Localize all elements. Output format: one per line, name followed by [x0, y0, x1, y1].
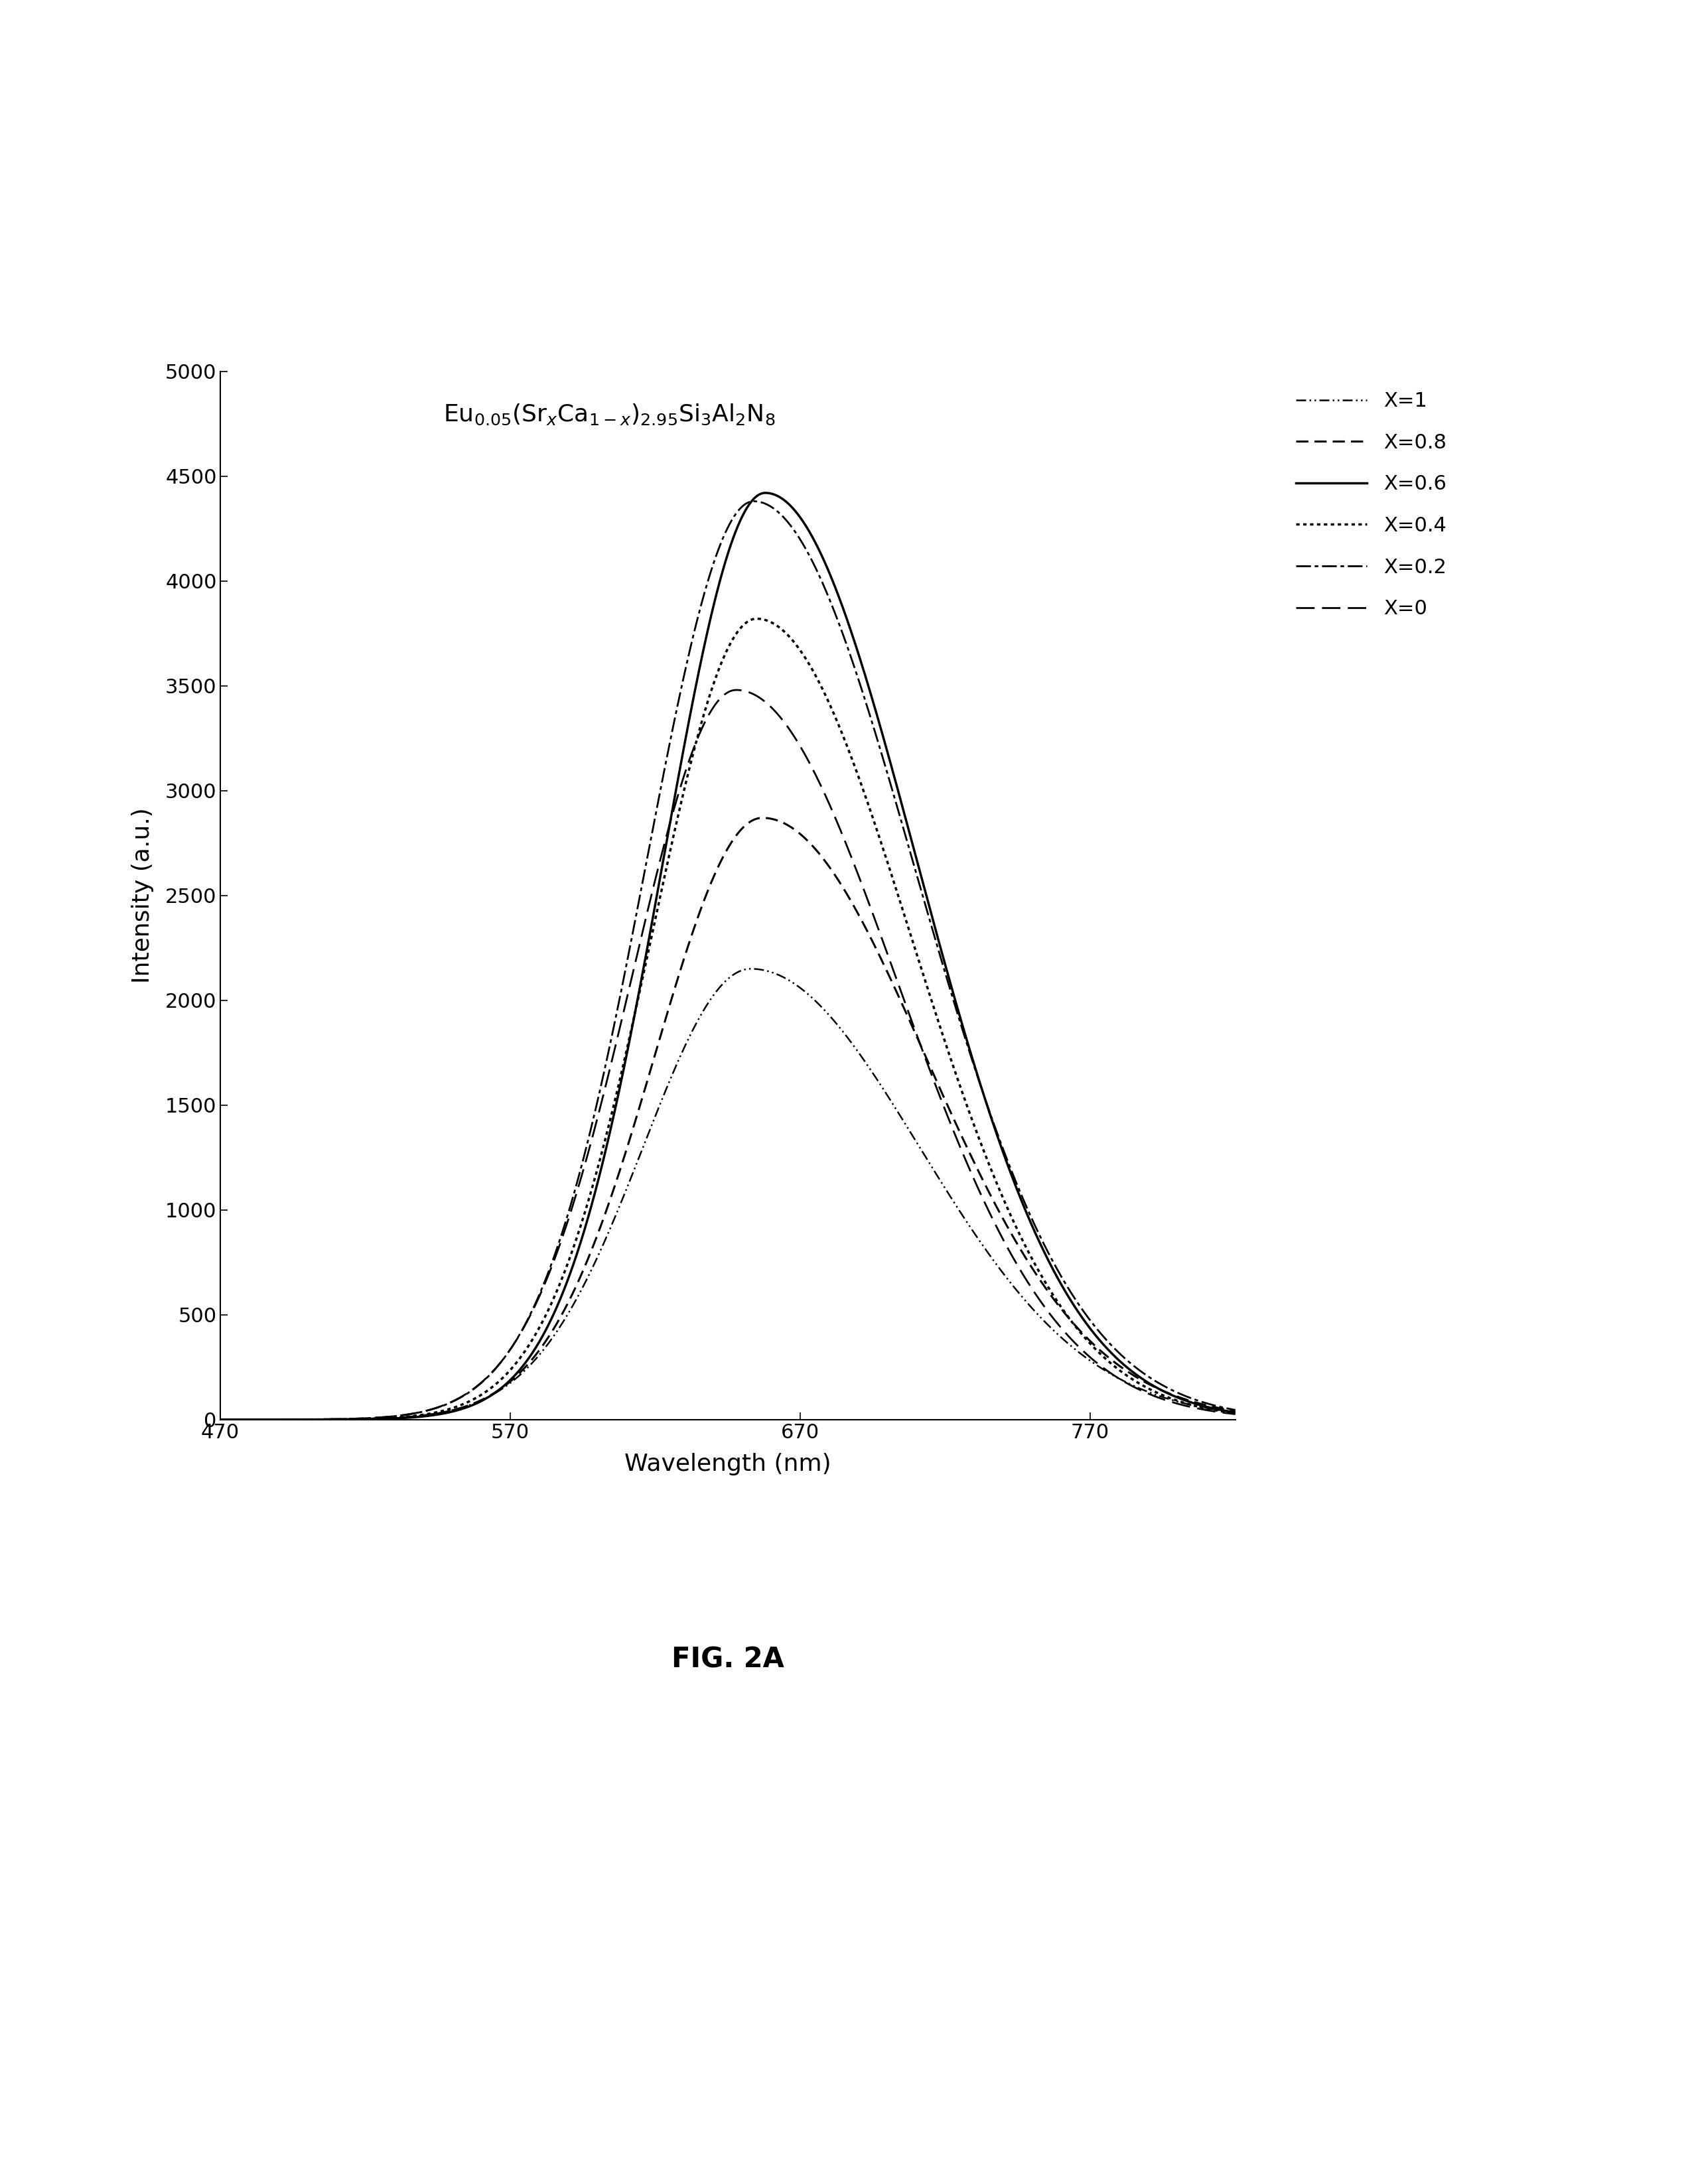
X=0.4 [210, 1406, 230, 1433]
Text: Eu$_{0.05}$(Sr$_{x}$Ca$_{1-x}$)$_{2.95}$Si$_{3}$Al$_{2}$N$_{8}$: Eu$_{0.05}$(Sr$_{x}$Ca$_{1-x}$)$_{2.95}$… [443, 402, 775, 426]
X=0.2 [611, 983, 631, 1009]
X=1 [655, 1077, 675, 1103]
X=0.4 [1233, 1402, 1254, 1428]
X=0.4 [611, 1064, 631, 1090]
X=1 [1122, 1372, 1142, 1398]
X=0.8 [655, 1005, 675, 1031]
X=0.8 [210, 1406, 230, 1433]
X=0.2 [210, 1406, 230, 1433]
X=0 [726, 677, 746, 703]
X=0.4 [391, 1404, 411, 1431]
X=0 [1254, 1404, 1274, 1431]
X=0 [210, 1406, 230, 1433]
X=0.8 [391, 1404, 411, 1431]
Text: FIG. 2A: FIG. 2A [672, 1647, 783, 1673]
X=0.2 [1122, 1352, 1142, 1378]
X=0.2 [1254, 1400, 1274, 1426]
X=1 [1233, 1400, 1254, 1426]
X=0 [328, 1406, 349, 1433]
X=0.6 [1233, 1400, 1254, 1426]
X=1 [1254, 1402, 1274, 1428]
X=0.2 [655, 751, 675, 778]
X=0.8 [1122, 1361, 1142, 1387]
X=0.6 [210, 1406, 230, 1433]
X=0.2 [1233, 1398, 1254, 1424]
X=0.8 [1254, 1402, 1274, 1428]
Line: X=0: X=0 [220, 690, 1264, 1420]
X=0 [655, 826, 675, 852]
X=0 [611, 1013, 631, 1040]
X=0.8 [1233, 1400, 1254, 1426]
X=1 [210, 1406, 230, 1433]
X=0.6 [755, 480, 775, 507]
X=1 [391, 1404, 411, 1431]
X=1 [328, 1406, 349, 1433]
X=0.8 [328, 1406, 349, 1433]
Line: X=1: X=1 [220, 970, 1264, 1420]
Line: X=0.2: X=0.2 [220, 502, 1264, 1420]
X=0.2 [743, 489, 763, 515]
X=0.4 [328, 1406, 349, 1433]
X=0.8 [753, 804, 773, 830]
Line: X=0.6: X=0.6 [220, 494, 1264, 1420]
X=0.6 [391, 1404, 411, 1431]
Line: X=0.4: X=0.4 [220, 618, 1264, 1420]
X-axis label: Wavelength (nm): Wavelength (nm) [624, 1452, 831, 1476]
X=0.6 [611, 1072, 631, 1099]
X=0.4 [1254, 1402, 1274, 1428]
X=0 [1233, 1402, 1254, 1428]
X=0.4 [1122, 1365, 1142, 1391]
X=0.4 [746, 605, 766, 631]
X=0 [1122, 1372, 1142, 1398]
X=0.6 [1254, 1402, 1274, 1428]
X=0.2 [391, 1402, 411, 1428]
Legend: X=1, X=0.8, X=0.6, X=0.4, X=0.2, X=0: X=1, X=0.8, X=0.6, X=0.4, X=0.2, X=0 [1286, 382, 1457, 629]
X=1 [741, 957, 761, 983]
X=0.6 [328, 1406, 349, 1433]
X=0.6 [1122, 1358, 1142, 1385]
X=0.8 [611, 1155, 631, 1182]
X=0.6 [655, 834, 675, 860]
X=0.2 [328, 1406, 349, 1433]
Line: X=0.8: X=0.8 [220, 817, 1264, 1420]
X=1 [611, 1190, 631, 1216]
Y-axis label: Intensity (a.u.): Intensity (a.u.) [132, 808, 154, 983]
X=0 [391, 1402, 411, 1428]
X=0.4 [655, 858, 675, 885]
